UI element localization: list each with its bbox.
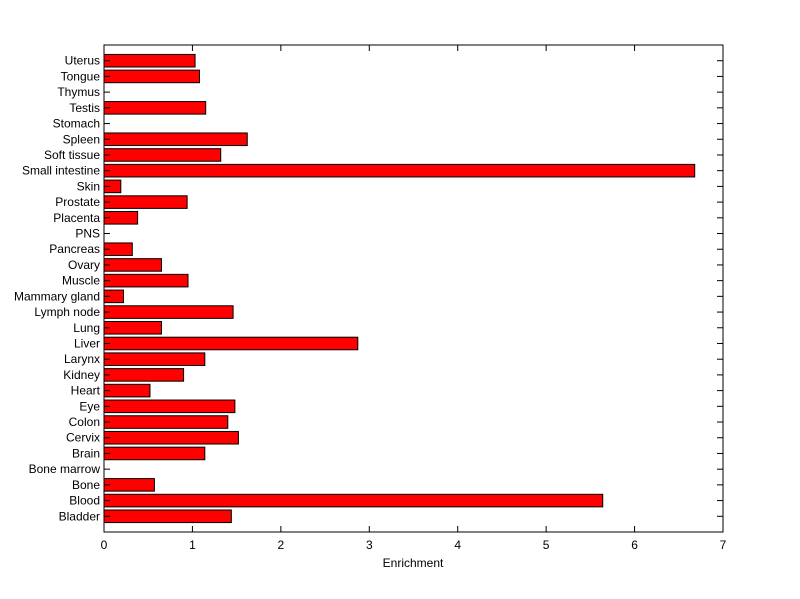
y-tick-label: Stomach	[53, 117, 100, 131]
x-tick-label: 7	[720, 538, 727, 552]
x-tick-label: 4	[454, 538, 461, 552]
axis-ticks	[103, 45, 724, 532]
y-tick-label: Liver	[74, 336, 100, 350]
bar-cervix	[103, 430, 239, 445]
y-tick-label: Colon	[69, 415, 100, 429]
bar-colon	[103, 415, 229, 429]
bar-liver	[103, 336, 359, 351]
x-tick-label: 2	[278, 538, 285, 552]
y-tick-label: Thymus	[57, 85, 100, 99]
y-tick-label: PNS	[75, 227, 100, 241]
bar-muscle	[103, 273, 189, 288]
y-tick-label: Uterus	[65, 54, 100, 68]
bar-brain	[103, 446, 206, 461]
bar-tongue	[103, 69, 201, 84]
bar-uterus	[103, 53, 196, 68]
x-axis-label: Enrichment	[383, 556, 444, 570]
y-tick-label: Larynx	[64, 352, 100, 366]
y-tick-label: Muscle	[62, 274, 100, 288]
x-tick-label: 1	[189, 538, 196, 552]
bar-ovary	[103, 258, 162, 272]
bar-prostate	[103, 195, 188, 209]
y-tick-label: Mammary gland	[14, 289, 100, 303]
bar-spleen	[103, 132, 248, 147]
bar-small-intestine	[103, 163, 696, 178]
x-tick-label: 5	[543, 538, 550, 552]
y-tick-label: Blood	[69, 494, 100, 508]
y-tick-label: Testis	[69, 101, 100, 115]
bar-kidney	[103, 368, 185, 382]
bar-soft-tissue	[103, 148, 222, 162]
y-tick-label: Heart	[71, 384, 101, 398]
y-tick-label: Spleen	[63, 132, 100, 146]
y-tick-label: Pancreas	[49, 242, 100, 256]
y-tick-label: Brain	[72, 446, 100, 460]
y-tick-label: Eye	[79, 399, 100, 413]
x-tick-label: 0	[101, 538, 108, 552]
y-tick-label: Bone	[72, 478, 100, 492]
plot-background	[104, 45, 723, 532]
bar-testis	[103, 101, 207, 115]
y-tick-label: Cervix	[66, 431, 100, 445]
y-tick-label: Soft tissue	[44, 148, 100, 162]
x-tick-label: 6	[631, 538, 638, 552]
y-tick-label: Kidney	[63, 368, 100, 382]
bar-blood	[103, 493, 604, 508]
y-tick-label: Bladder	[59, 509, 100, 523]
bar-eye	[103, 399, 236, 414]
y-tick-label: Bone marrow	[29, 462, 101, 476]
bar-lung	[103, 320, 162, 335]
y-tick-label: Lymph node	[34, 305, 100, 319]
y-tick-label: Tongue	[61, 69, 101, 83]
bar-heart	[103, 383, 151, 398]
bar-larynx	[103, 352, 206, 366]
bar-bladder	[103, 509, 232, 524]
bar-bone	[103, 478, 155, 492]
y-tick-label: Skin	[77, 179, 100, 193]
y-tick-label: Ovary	[68, 258, 100, 272]
y-tick-label: Lung	[73, 321, 100, 335]
plot-frame	[103, 44, 724, 533]
y-tick-label: Small intestine	[22, 164, 100, 178]
y-tick-label: Prostate	[55, 195, 100, 209]
bar-lymph-node	[103, 305, 234, 319]
x-tick-label: 3	[366, 538, 373, 552]
y-tick-label: Placenta	[53, 211, 100, 225]
